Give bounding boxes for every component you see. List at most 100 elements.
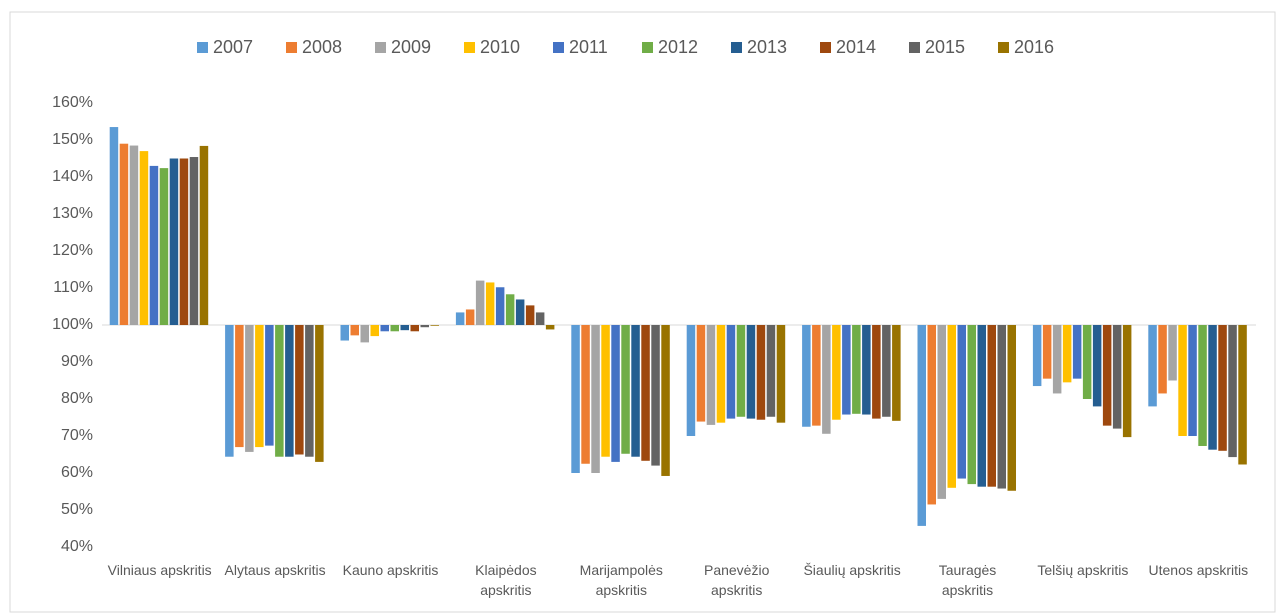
- bar: [756, 325, 766, 420]
- bar: [937, 325, 946, 499]
- bar: [400, 325, 409, 331]
- bar: [515, 299, 525, 325]
- bar: [159, 168, 169, 325]
- y-tick-label: 110%: [53, 279, 93, 296]
- bar: [1007, 325, 1016, 491]
- legend-swatch: [553, 42, 564, 53]
- legend-swatch: [998, 42, 1009, 53]
- bar: [766, 325, 776, 417]
- bar: [455, 312, 465, 325]
- bar: [1238, 325, 1247, 465]
- bar: [535, 312, 545, 325]
- bar: [726, 325, 736, 419]
- legend-swatch: [464, 42, 475, 53]
- bar: [802, 325, 811, 427]
- legend-label: 2016: [1014, 37, 1054, 57]
- bar: [611, 325, 620, 462]
- x-tick-label: Alytaus apskritis: [224, 562, 326, 578]
- bar: [420, 325, 429, 328]
- bar: [295, 325, 304, 455]
- y-tick-label: 70%: [61, 427, 93, 444]
- legend-label: 2014: [836, 37, 876, 57]
- bar: [315, 325, 324, 462]
- bar: [189, 157, 199, 325]
- bar: [380, 325, 389, 332]
- bar: [1228, 325, 1237, 458]
- x-tick-label: Telšių apskritis: [1037, 562, 1129, 578]
- chart-frame: [9, 11, 1276, 613]
- bar: [621, 325, 630, 454]
- bar: [977, 325, 986, 487]
- bar: [199, 145, 209, 325]
- bar: [997, 325, 1006, 489]
- bar: [1052, 325, 1062, 394]
- bar: [1168, 325, 1177, 381]
- bar: [987, 325, 996, 487]
- bar: [475, 280, 485, 325]
- bar: [430, 325, 439, 326]
- bar: [179, 158, 189, 325]
- bar: [832, 325, 841, 420]
- legend-label: 2008: [302, 37, 342, 57]
- x-tick-label: Kauno apskritis: [342, 562, 439, 578]
- y-tick-label: 120%: [52, 242, 93, 259]
- bar: [842, 325, 851, 415]
- bar: [370, 325, 379, 337]
- legend-swatch: [642, 42, 653, 53]
- x-tick-label: Utenos apskritis: [1148, 562, 1249, 578]
- x-tick-label: Marijampolės apskritis: [579, 562, 663, 598]
- y-tick-label: 130%: [52, 205, 93, 222]
- bar: [1178, 325, 1187, 436]
- y-tick-label: 160%: [52, 94, 93, 111]
- y-tick-label: 140%: [52, 168, 93, 185]
- bar: [390, 325, 399, 332]
- bar: [892, 325, 901, 421]
- y-tick-label: 100%: [52, 316, 93, 333]
- bar: [350, 325, 359, 336]
- bar: [1092, 325, 1102, 407]
- bar: [1158, 325, 1167, 394]
- legend-swatch: [197, 42, 208, 53]
- bar: [119, 143, 129, 325]
- bar: [1148, 325, 1157, 407]
- bar: [149, 165, 159, 325]
- bar: [235, 325, 244, 448]
- bar: [340, 325, 349, 341]
- x-tick-label: Panevėžio apskritis: [703, 562, 770, 598]
- bar: [545, 325, 555, 330]
- bar: [1032, 325, 1042, 387]
- bar: [495, 287, 505, 325]
- bar: [1042, 325, 1052, 379]
- bar: [139, 151, 149, 325]
- bar: [651, 325, 660, 466]
- bar: [686, 325, 696, 436]
- x-tick-label: Klaipėdos apskritis: [475, 562, 537, 598]
- bar: [129, 145, 139, 325]
- bar: [852, 325, 861, 414]
- x-tick-label: Šiaulių apskritis: [803, 562, 901, 578]
- bar: [706, 325, 716, 425]
- bar: [716, 325, 726, 423]
- bar: [360, 325, 369, 343]
- bar: [1188, 325, 1197, 436]
- bar: [1102, 325, 1112, 426]
- legend-label: 2012: [658, 37, 698, 57]
- bar: [275, 325, 284, 457]
- bar: [696, 325, 706, 422]
- bar: [822, 325, 831, 434]
- bar: [305, 325, 314, 457]
- legend-label: 2007: [213, 37, 253, 57]
- bar: [776, 325, 786, 423]
- legend-label: 2011: [569, 37, 608, 57]
- bar: [641, 325, 650, 461]
- bar: [591, 325, 600, 473]
- y-tick-label: 150%: [52, 131, 93, 148]
- bar: [862, 325, 871, 415]
- bar: [661, 325, 670, 476]
- bar: [225, 325, 234, 457]
- bar: [967, 325, 976, 485]
- bar: [631, 325, 640, 457]
- y-tick-label: 50%: [61, 501, 93, 518]
- y-tick-label: 40%: [61, 538, 93, 555]
